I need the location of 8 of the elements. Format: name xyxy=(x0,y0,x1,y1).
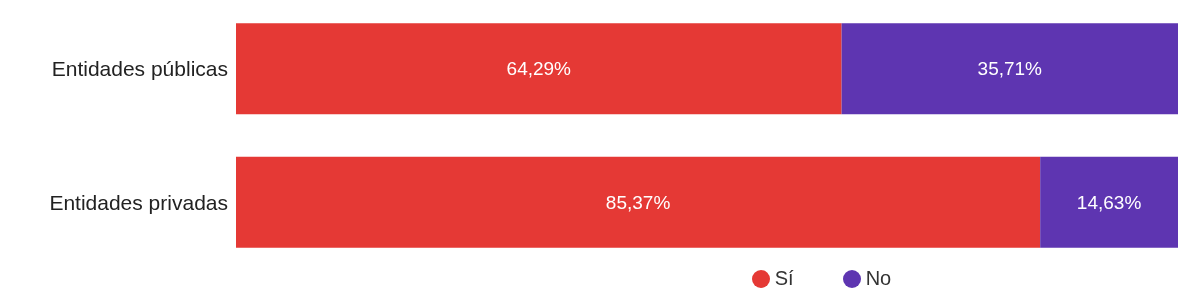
data-label: 85,37% xyxy=(605,191,671,213)
legend-label: No xyxy=(865,267,892,290)
y-tick-label: Entidades privadas xyxy=(49,190,228,214)
legend-label: Sí xyxy=(774,267,794,290)
data-label: 64,29% xyxy=(506,58,572,80)
data-label: 14,63% xyxy=(1076,191,1142,213)
data-label: 35,71% xyxy=(977,58,1043,80)
y-tick-label: Entidades públicas xyxy=(51,57,228,81)
